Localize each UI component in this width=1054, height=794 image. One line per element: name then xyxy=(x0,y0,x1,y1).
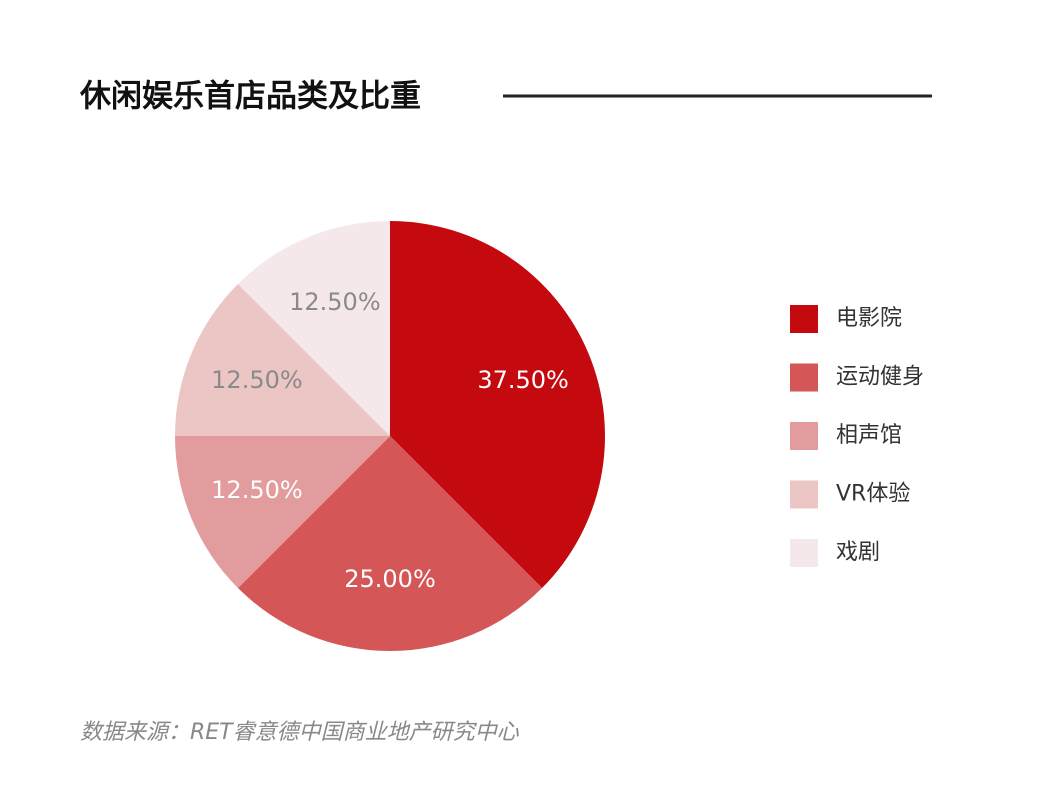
legend-label: 戏剧 xyxy=(836,540,880,565)
legend-label: 运动健身 xyxy=(836,365,924,390)
pie-slice xyxy=(237,221,390,436)
legend-swatch xyxy=(790,305,818,333)
legend-label: 相声馆 xyxy=(836,423,902,448)
legend-label: VR体验 xyxy=(836,482,910,507)
slice-label: 12.50% xyxy=(211,366,303,394)
pie-slice xyxy=(237,436,543,651)
pie-slice xyxy=(175,283,390,436)
legend-swatch xyxy=(790,539,818,567)
chart-title: 休闲娱乐首店品类及比重 xyxy=(79,79,421,115)
pie-slice xyxy=(390,221,605,589)
legend-swatch xyxy=(790,480,818,509)
slice-label: 12.50% xyxy=(211,476,303,504)
legend-swatch xyxy=(790,422,818,450)
legend-label: 电影院 xyxy=(836,306,902,331)
legend-swatch xyxy=(790,363,818,392)
pie-slice xyxy=(175,436,390,589)
slice-label: 37.50% xyxy=(477,366,569,394)
source-note: 数据来源：RET睿意德中国商业地产研究中心 xyxy=(80,720,520,745)
slice-label: 25.00% xyxy=(344,565,436,593)
slice-label: 12.50% xyxy=(289,288,381,316)
